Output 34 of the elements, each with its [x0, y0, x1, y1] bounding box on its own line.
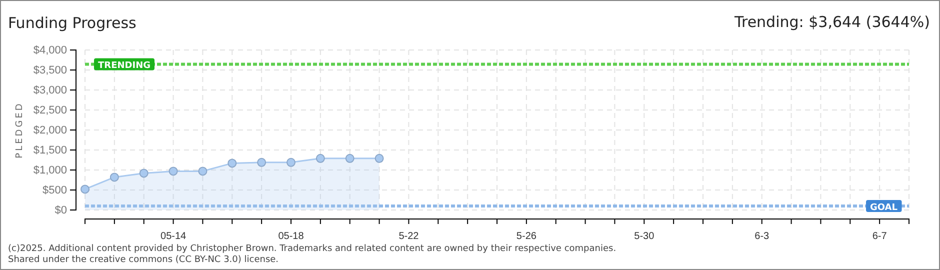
point [228, 158, 237, 168]
y-tick-label: $2,000 [33, 124, 67, 137]
y-tick-label: $1,000 [33, 164, 67, 177]
chart-title: Funding Progress [8, 14, 137, 32]
x-tick-label: 5-22 [398, 231, 420, 242]
x-tick-label: 05-14 [160, 231, 187, 242]
x-tick-label: 5-26 [516, 231, 537, 242]
point [286, 158, 296, 167]
y-tick-label: $0 [54, 204, 67, 217]
y-tick-label: $1,500 [33, 144, 67, 157]
point [198, 166, 208, 176]
point [374, 154, 384, 163]
x-tick-label: 05-18 [278, 231, 304, 242]
point [345, 154, 354, 163]
point [316, 154, 325, 163]
x-tick-label: 5-30 [634, 231, 655, 242]
text: Shared under the creative commons (CC BY-NC 3.0) license. [8, 255, 279, 265]
y-tick-label: $3,500 [33, 64, 67, 77]
x-tick-label: 6-7 [872, 231, 888, 242]
x-tick-label: 6-3 [754, 231, 770, 242]
point [257, 158, 266, 167]
y-tick-label: $3,000 [33, 84, 67, 97]
chart-subtitle: Trending: $3,644 (3644%) [734, 13, 930, 31]
y-tick-label: $2,500 [33, 104, 67, 117]
ref-line-label: TRENDING [98, 61, 150, 72]
point [139, 168, 148, 178]
point [80, 184, 90, 194]
y-axis-title: PLEDGED [15, 102, 25, 158]
ref-line-label: GOAL [870, 203, 898, 213]
text: (c)2025. Additional content provided by Christopher Brown. Trademarks and related content are owned by their respective companies. [8, 244, 616, 254]
point [168, 166, 178, 176]
y-tick-label: $4,000 [33, 44, 67, 57]
y-tick-label: $500 [42, 184, 67, 197]
point [110, 172, 119, 182]
